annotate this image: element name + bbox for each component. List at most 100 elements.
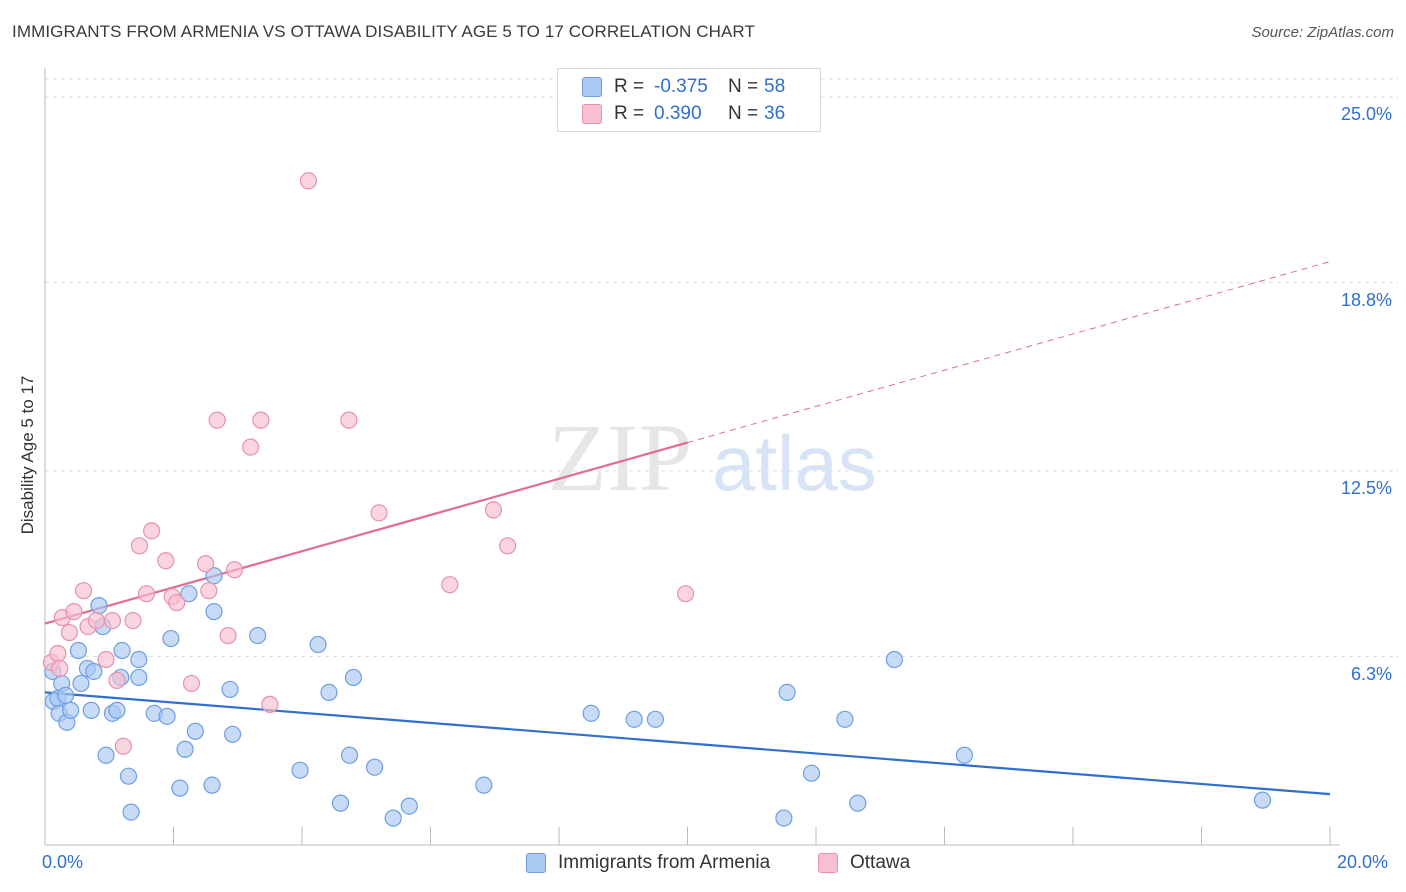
ottawa-point-34	[499, 537, 517, 555]
ottawa-point-13	[124, 611, 142, 630]
armenia-point-26	[162, 629, 180, 648]
legend-r-value: 0.390	[654, 103, 702, 124]
armenia-point-4	[56, 686, 75, 705]
legend-row-ottawa: R = 0.390 N = 36	[582, 101, 785, 127]
ottawa-point-27	[252, 411, 270, 429]
armenia-point-55	[885, 650, 903, 669]
legend-r-label: R =	[614, 76, 645, 97]
armenia-point-7	[62, 701, 80, 719]
armenia-point-57	[1253, 791, 1272, 809]
series-legend-item-armenia[interactable]: Immigrants from Armenia	[526, 852, 770, 874]
ottawa-point-5	[65, 603, 83, 621]
x-tick-label-max: 20.0%	[1337, 852, 1389, 872]
armenia-point-11	[82, 701, 100, 719]
legend-r-value: -0.375	[654, 76, 708, 97]
armenia-point-34	[221, 680, 239, 699]
armenia-point-30	[186, 722, 204, 740]
ottawa-point-15	[137, 585, 156, 603]
armenia-point-51	[778, 683, 796, 702]
series-swatch-blue	[526, 853, 546, 873]
ottawa-point-32	[441, 576, 459, 594]
legend-n-label: N =	[728, 103, 759, 124]
armenia-point-49	[646, 710, 664, 728]
armenia-point-8	[69, 641, 88, 660]
armenia-point-54	[849, 794, 867, 812]
ottawa-point-11	[108, 671, 126, 690]
series-swatch-pink	[818, 853, 838, 873]
armenia-point-31	[203, 776, 221, 794]
ottawa-point-25	[225, 561, 244, 579]
armenia-point-19	[113, 641, 131, 660]
armenia-point-41	[340, 746, 359, 764]
watermark-atlas: atlas	[712, 419, 877, 507]
armenia-point-36	[249, 626, 267, 645]
chart-title: IMMIGRANTS FROM ARMENIA VS OTTAWA DISABI…	[12, 22, 755, 41]
ottawa-point-33	[484, 501, 503, 519]
armenia-point-42	[344, 668, 362, 687]
armenia-point-23	[130, 650, 148, 669]
legend-row-armenia: R = -0.375 N = 58	[582, 74, 785, 100]
ottawa-point-31	[370, 504, 388, 522]
armenia-point-27	[171, 779, 189, 797]
armenia-point-22	[130, 668, 148, 687]
y-tick-label-0: 6.3%	[1350, 663, 1392, 684]
series-legend-label: Immigrants from Armenia	[558, 852, 771, 873]
armenia-point-50	[775, 809, 793, 827]
legend-n-value: 36	[764, 103, 786, 124]
armenia-point-37	[291, 761, 309, 779]
legend-n-value: 58	[764, 76, 786, 97]
armenia-point-47	[582, 704, 600, 722]
y-tick-label-2: 18.8%	[1340, 289, 1392, 310]
ottawa-point-24	[219, 626, 237, 645]
ottawa-point-23	[208, 411, 226, 429]
ottawa-point-26	[242, 438, 260, 456]
legend-n-label: N =	[728, 76, 759, 97]
legend-r-label: R =	[614, 103, 645, 124]
series-legend-item-ottawa[interactable]: Ottawa	[818, 852, 910, 874]
ottawa-point-21	[197, 555, 215, 573]
ottawa-point-6	[74, 582, 93, 600]
ottawa-point-4	[60, 623, 79, 642]
ottawa-point-10	[103, 611, 122, 630]
armenia-point-29	[180, 585, 198, 603]
ottawa-point-12	[114, 737, 132, 755]
trend-line-0	[44, 691, 1331, 796]
ottawa-point-1	[49, 644, 67, 663]
armenia-point-12	[85, 662, 103, 681]
ottawa-point-8	[87, 611, 106, 630]
grid-lines	[45, 78, 1398, 658]
y-tick-label-1: 12.5%	[1340, 478, 1392, 498]
correlation-legend: R = -0.375 N = 58 R = 0.390 N = 36	[557, 68, 821, 132]
armenia-point-28	[176, 740, 194, 758]
axes	[44, 68, 1340, 846]
ottawa-point-20	[182, 674, 201, 693]
watermark-zip: ZIP	[548, 404, 692, 511]
watermark: ZIP atlas	[548, 404, 877, 511]
ottawa-point-22	[200, 582, 218, 600]
armenia-point-52	[802, 764, 821, 782]
ottawa-point-9	[97, 650, 115, 669]
armenia-point-13	[90, 597, 108, 615]
trend-lines	[44, 261, 1331, 796]
armenia-point-56	[955, 746, 974, 764]
armenia-point-46	[475, 776, 493, 794]
armenia-point-15	[97, 746, 115, 764]
armenia-point-48	[625, 710, 643, 728]
series-legend: Immigrants from Armenia Ottawa	[0, 852, 1406, 876]
armenia-point-35	[224, 725, 242, 743]
ottawa-point-16	[143, 522, 161, 540]
armenia-point-43	[366, 758, 384, 776]
armenia-point-39	[320, 683, 338, 702]
armenia-point-53	[836, 710, 854, 728]
armenia-point-45	[400, 797, 418, 815]
armenia-point-38	[309, 635, 327, 654]
armenia-point-44	[384, 809, 402, 827]
ottawa-point-14	[130, 537, 149, 555]
armenia-point-40	[331, 794, 350, 812]
armenia-point-33	[205, 567, 223, 585]
y-tick-label-3: 25.0%	[1340, 104, 1392, 124]
ottawa-point-19	[168, 594, 186, 612]
armenia-point-17	[108, 701, 126, 719]
armenia-point-21	[122, 803, 140, 821]
